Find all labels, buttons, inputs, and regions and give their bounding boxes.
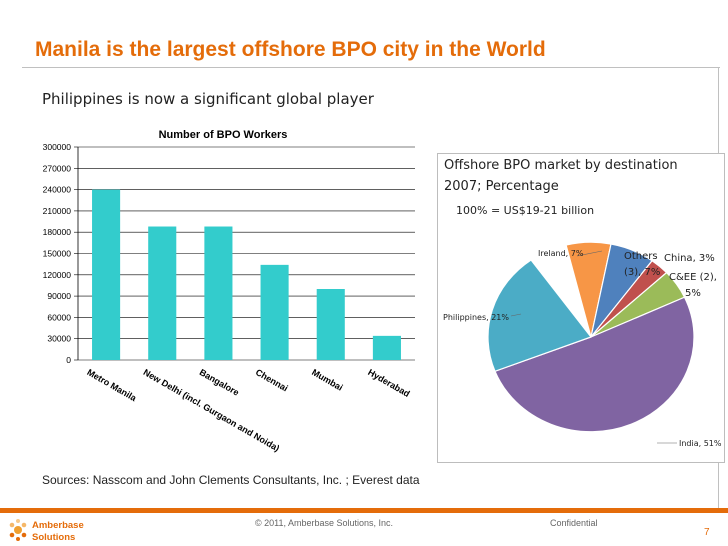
slice-label-ireland: Ireland, 7% — [538, 249, 584, 258]
y-tick-label: 60000 — [47, 312, 71, 322]
slice-label-india: India, 51% — [679, 439, 722, 448]
bar-chart-x-axis: Metro Manila New Delhi (incl. Gurgaon and… — [85, 367, 411, 453]
bar — [204, 226, 233, 360]
bar — [148, 226, 177, 360]
pie-chart-subtitle: 2007; Percentage — [444, 179, 559, 194]
x-tick-label: Hyderabad — [366, 367, 411, 399]
y-tick-label: 30000 — [47, 334, 71, 344]
leader-line — [510, 313, 522, 317]
bar-chart-gridlines — [78, 146, 415, 361]
bar — [92, 189, 121, 360]
y-tick-label: 210000 — [43, 206, 72, 216]
pie-chart-title: Offshore BPO market by destination — [444, 158, 678, 173]
y-tick-label: 120000 — [43, 270, 72, 280]
svg-text:Solutions: Solutions — [32, 532, 75, 543]
x-tick-label: Metro Manila — [85, 367, 138, 404]
pie-slices — [487, 241, 695, 433]
bar-chart-title: Number of BPO Workers — [159, 129, 288, 141]
slice-label-cee: C&EE (2), 5% — [669, 272, 717, 299]
title-divider — [22, 67, 720, 68]
bar — [260, 264, 289, 360]
pie-slice — [494, 296, 695, 433]
copyright-text: © 2011, Amberbase Solutions, Inc. — [255, 518, 394, 528]
y-tick-label: 90000 — [47, 291, 71, 301]
bar — [372, 335, 401, 360]
svg-text:Amberbase: Amberbase — [32, 520, 84, 531]
pie-slice — [487, 259, 592, 373]
logo-mark-icon — [9, 519, 27, 541]
bpo-market-pie-chart: Offshore BPO market by destination 2007;… — [443, 158, 722, 448]
page-number: 7 — [704, 527, 710, 538]
y-tick-label: 180000 — [43, 227, 72, 237]
amberbase-logo: Amberbase Solutions — [9, 519, 84, 543]
y-tick-label: 150000 — [43, 249, 72, 259]
sources-note: Sources: Nasscom and John Clements Consu… — [42, 473, 420, 487]
y-tick-label: 270000 — [43, 163, 72, 173]
bar — [316, 289, 345, 360]
x-tick-label: Chennai — [254, 367, 290, 393]
leader-line — [576, 250, 603, 257]
footer-bar — [0, 508, 728, 513]
y-tick-label: 240000 — [43, 185, 72, 195]
slice-label-china: China, 3% — [664, 253, 715, 264]
slide-title: Manila is the largest offshore BPO city … — [35, 38, 546, 61]
slice-label-others: Others (3), 7% — [624, 251, 660, 278]
confidential-label: Confidential — [550, 518, 598, 528]
y-tick-label: 0 — [66, 355, 71, 365]
y-tick-label: 300000 — [43, 142, 72, 152]
bpo-workers-bar-chart: Number of BPO Workers 0 30000 60000 90000 12… — [43, 129, 415, 453]
bar-chart-y-axis: 0 30000 60000 90000 120000 150000 180000 210000… — [43, 142, 79, 365]
slice-label-philippines: Philippines, 21% — [443, 313, 509, 322]
pie-labels: Philippines, 21% Ireland, 7% Others (3), … — [443, 249, 722, 448]
x-tick-label: Mumbai — [310, 367, 344, 393]
bar-chart-bars — [92, 189, 401, 360]
slide-subtitle: Philippines is now a significant global … — [42, 90, 374, 108]
x-tick-label: Bangalore — [198, 367, 241, 398]
pie-leader-lines — [510, 250, 677, 444]
pie-chart-note: 100% = US$19-21 billion — [456, 204, 594, 217]
